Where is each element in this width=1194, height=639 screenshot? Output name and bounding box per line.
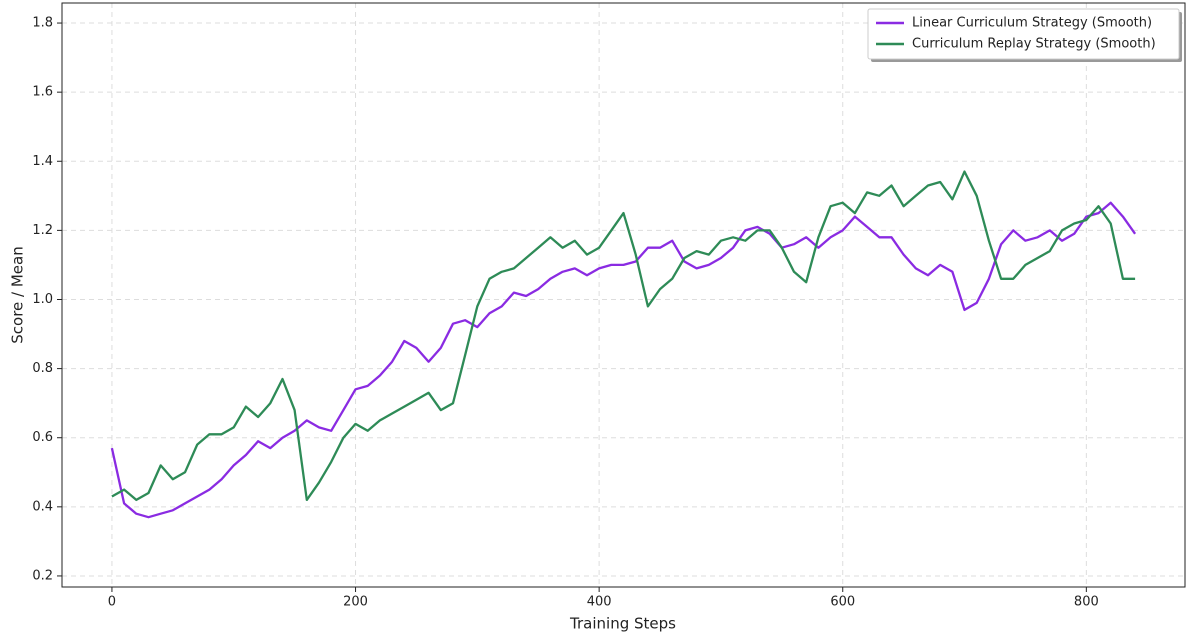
x-tick-label: 600 (830, 595, 855, 610)
legend (867, 8, 1180, 60)
y-axis-label: Score / Mean (9, 246, 27, 343)
y-tick-label: 1.6 (32, 85, 53, 100)
y-tick-label: 1.4 (32, 154, 53, 169)
x-tick-label: 200 (343, 595, 368, 610)
y-tick-label: 0.4 (32, 499, 53, 514)
series-line (111, 170, 1136, 502)
series-line (110, 201, 1137, 519)
y-tick-label: 1.8 (32, 16, 53, 31)
plot-area (62, 3, 1185, 587)
y-tick-label: 0.8 (32, 361, 53, 376)
x-axis-label: Training Steps (569, 615, 676, 633)
plot-frame (61, 2, 1186, 588)
y-tick-label: 0.2 (32, 568, 53, 583)
y-tick-label: 1.2 (32, 223, 53, 238)
legend-label: Curriculum Replay Strategy (Smooth) (912, 37, 1156, 52)
y-tick-label: 1.0 (32, 292, 53, 307)
x-tick-label: 400 (587, 595, 612, 610)
legend-label: Linear Curriculum Strategy (Smooth) (912, 16, 1152, 31)
x-tick-label: 800 (1074, 595, 1099, 610)
y-tick-label: 0.6 (32, 430, 53, 445)
x-tick-label: 0 (108, 595, 116, 610)
